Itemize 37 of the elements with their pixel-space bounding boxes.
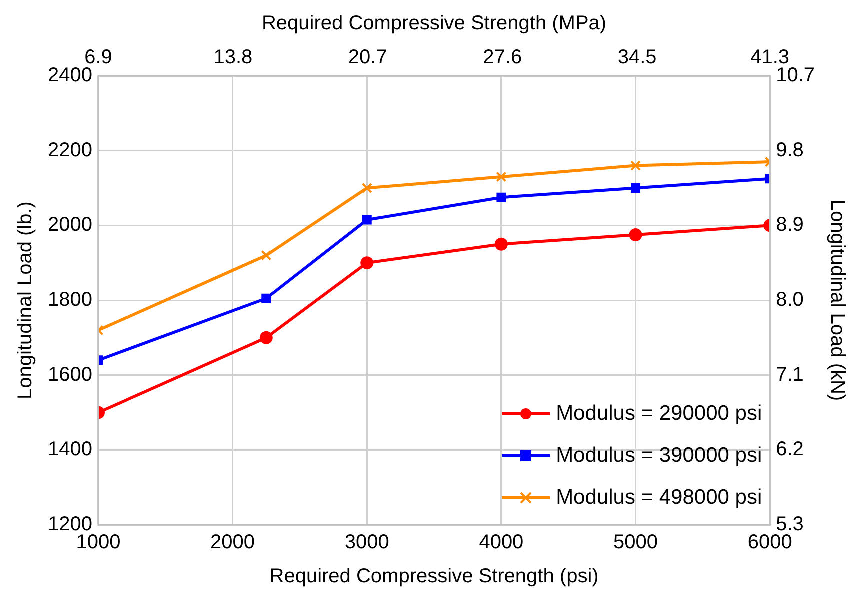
y-tick-label: 1600	[48, 364, 92, 386]
point	[631, 184, 640, 193]
y-tick-label: 1800	[48, 289, 92, 312]
y-axis-title: Longitudinal Load (lb.)	[14, 202, 37, 400]
point	[630, 160, 641, 172]
x-tick-label: 5000	[614, 532, 658, 554]
y2-axis-title: Longitudinal Load (kN)	[826, 200, 848, 402]
point	[629, 228, 642, 242]
point	[262, 294, 272, 304]
point	[494, 238, 508, 251]
x2-tick-label: 13.8	[214, 46, 253, 69]
x2-tick-label: 34.5	[618, 46, 657, 69]
x2-tick-label: 20.7	[348, 46, 388, 69]
x-tick-label: 4000	[479, 532, 524, 554]
y-tick-label: 2000	[48, 214, 92, 236]
y2-tick-label: 9.8	[776, 139, 804, 162]
point	[260, 331, 273, 344]
x2-tick-label: 27.6	[483, 46, 522, 69]
x-axis-title: Required Compressive Strength (psi)	[270, 566, 599, 588]
y-tick-label: 2200	[48, 139, 92, 162]
y2-tick-label: 8.9	[776, 214, 804, 236]
legend-label: Modulus = 498000 psi	[556, 486, 762, 510]
y2-tick-label: 7.1	[776, 364, 804, 386]
x-tick-label: 2000	[210, 532, 256, 554]
point	[496, 172, 507, 182]
y-tick-label: 1400	[48, 438, 92, 461]
y2-tick-label: 6.2	[776, 438, 804, 461]
x-tick-label: 3000	[344, 532, 390, 554]
x2-axis-title: Required Compressive Strength (MPa)	[262, 12, 607, 35]
point	[496, 192, 506, 202]
y2-tick-label: 8.0	[776, 289, 804, 312]
point	[362, 183, 372, 194]
legend-label: Modulus = 290000 psi	[556, 402, 762, 426]
legend-label: Modulus = 390000 psi	[556, 444, 762, 468]
point	[362, 215, 372, 225]
point	[360, 256, 374, 270]
point	[261, 250, 272, 261]
